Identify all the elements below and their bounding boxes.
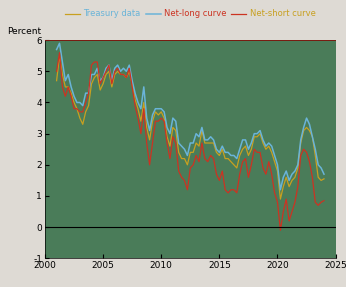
Net-long curve [278,188,282,191]
Treasury data [270,151,274,154]
Net-short curve [92,60,97,64]
Treasury data [57,54,62,57]
Treasury data [101,82,105,86]
Treasury data [55,79,59,82]
Net-long curve [191,141,195,145]
Net-short curve [191,163,195,166]
Net-short curve [113,70,117,73]
Treasury data [244,144,248,148]
Line: Net-short curve: Net-short curve [57,53,324,230]
Treasury data [113,73,117,76]
Net-long curve [101,76,105,79]
Net-long curve [57,42,62,45]
Treasury data [191,151,195,154]
Net-short curve [278,228,282,232]
Text: Percent: Percent [7,27,41,36]
Treasury data [92,76,97,79]
Line: Net-long curve: Net-long curve [57,43,324,190]
Net-long curve [244,138,248,141]
Net-short curve [322,199,326,202]
Net-short curve [270,172,274,176]
Net-short curve [57,51,62,54]
Legend: Treasury data, Net-long curve, Net-short curve: Treasury data, Net-long curve, Net-short… [65,9,316,18]
Line: Treasury data: Treasury data [57,56,324,199]
Net-long curve [92,73,97,76]
Treasury data [278,197,282,201]
Net-short curve [101,76,105,79]
Net-long curve [55,48,59,51]
Net-short curve [55,70,59,73]
Net-long curve [113,67,117,70]
Net-long curve [270,144,274,148]
Net-long curve [322,172,326,176]
Net-short curve [244,157,248,160]
Treasury data [322,177,326,181]
